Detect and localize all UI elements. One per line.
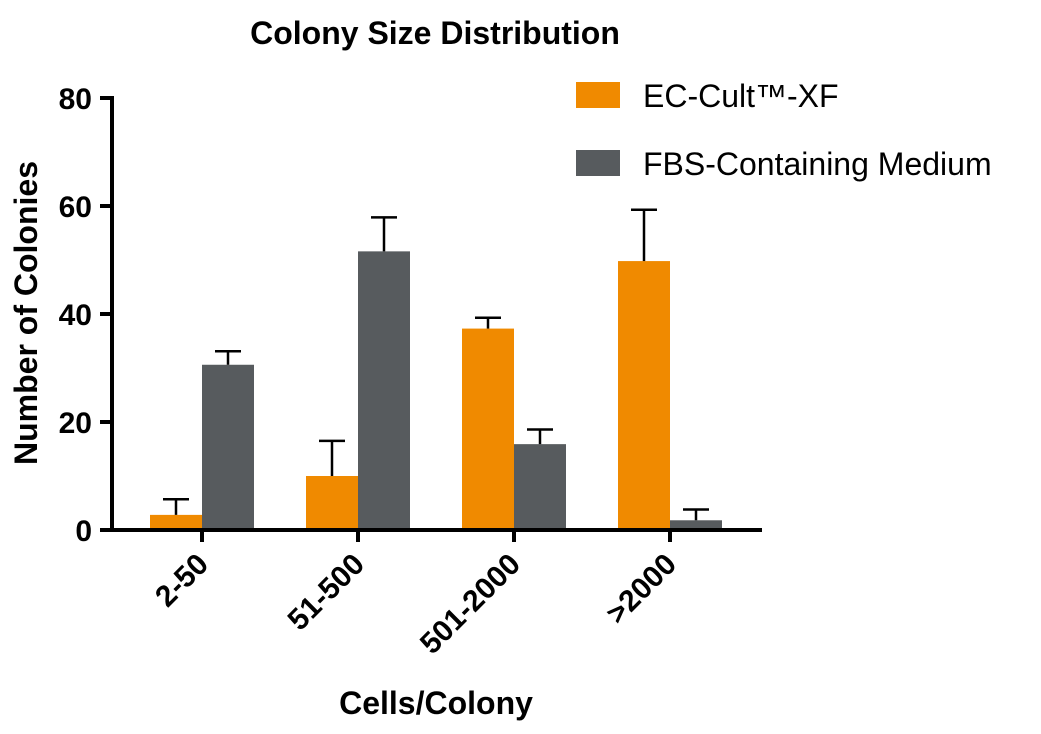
bar-s0-2-50 (150, 514, 202, 530)
x-tick-label: 2-50 (149, 548, 215, 614)
bar-s0-2000 (618, 261, 670, 530)
legend: EC-Cult™-XF FBS-Containing Medium (576, 78, 992, 182)
legend-swatch (576, 82, 620, 108)
x-tick-label: 51-500 (282, 548, 371, 637)
legend-label: EC-Cult™-XF (643, 78, 839, 114)
y-axis-title: Number of Colonies (8, 161, 44, 465)
bar-s0-501-2000 (462, 328, 514, 530)
bar-s0-51-500 (306, 476, 358, 530)
x-tick-label: >2000 (600, 548, 683, 631)
bar-s1-2000 (670, 520, 722, 530)
x-axis-title: Cells/Colony (339, 685, 533, 721)
y-tick-label: 40 (59, 299, 92, 332)
y-tick-label: 0 (75, 515, 92, 548)
bar-s1-2-50 (202, 364, 254, 530)
y-tick-label: 20 (59, 407, 92, 440)
bar-s1-51-500 (358, 251, 410, 531)
x-tick-label: 501-2000 (414, 548, 527, 661)
y-tick-label: 80 (59, 83, 92, 116)
chart-title: Colony Size Distribution (250, 15, 620, 51)
y-tick-label: 60 (59, 191, 92, 224)
bar-s1-501-2000 (514, 444, 566, 530)
legend-swatch (576, 150, 620, 176)
legend-label: FBS-Containing Medium (643, 146, 992, 182)
